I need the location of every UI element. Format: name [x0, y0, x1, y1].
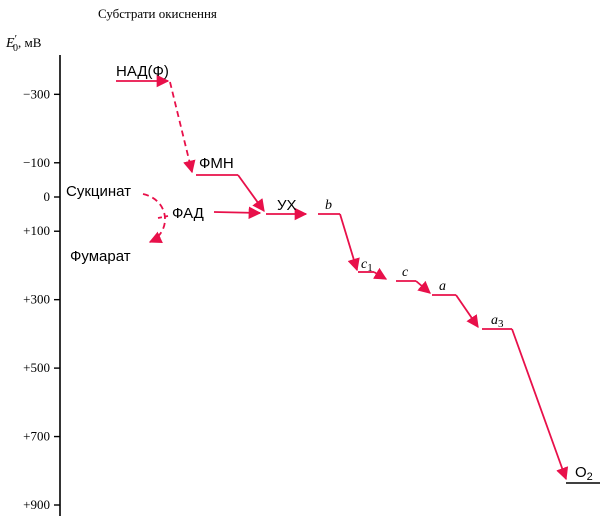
- axis-label: E′ 0, мВ: [5, 33, 42, 54]
- label-c: c: [402, 265, 409, 280]
- arrow-nad-fmn: [169, 81, 196, 174]
- label-a: a: [439, 279, 446, 294]
- y-tick-label-5: +500: [23, 360, 50, 375]
- label-fad: ФАД: [172, 205, 204, 222]
- y-tick-label-0: −300: [23, 86, 50, 101]
- label-fumarate: Фумарат: [70, 248, 131, 265]
- arrow-fad-q: [213, 206, 262, 220]
- axis-label-symbol: E: [5, 36, 15, 51]
- arrow-c1-c: [373, 267, 388, 280]
- arrow-fmn-q: [237, 174, 265, 213]
- label-b: b: [325, 198, 332, 213]
- y-tick-label-3: +100: [23, 223, 50, 238]
- y-axis-ticks: −300 −100 0 +100 +300 +500 +700 +900: [23, 86, 60, 512]
- arrow-a3-o2: [511, 328, 569, 481]
- arrow-a-a3: [455, 294, 479, 329]
- label-nad: НАД(Ф): [116, 63, 169, 80]
- y-tick-label-4: +300: [23, 292, 50, 307]
- y-tick-label-7: +900: [23, 497, 50, 512]
- arrow-b-c1: [339, 213, 360, 272]
- y-tick-label-1: −100: [23, 155, 50, 170]
- label-o2: O2: [575, 464, 593, 483]
- label-q: УХ: [277, 197, 297, 214]
- axis-label-unit: , мВ: [18, 35, 42, 50]
- arrow-c-a: [415, 280, 431, 294]
- label-fmn: ФМН: [199, 155, 234, 172]
- electron-chain: [116, 74, 569, 481]
- y-tick-label-2: 0: [44, 189, 51, 204]
- axis-label-sup: ′: [15, 33, 17, 45]
- label-c1: c1: [361, 257, 373, 274]
- label-a3: a3: [491, 313, 504, 330]
- diagram-title: Субстрати окиснення: [98, 6, 217, 21]
- succinate-fad-link: [157, 215, 169, 219]
- y-tick-label-6: +700: [23, 429, 50, 444]
- axis-label-sub: 0: [13, 43, 18, 54]
- label-succinate: Сукцинат: [66, 183, 131, 200]
